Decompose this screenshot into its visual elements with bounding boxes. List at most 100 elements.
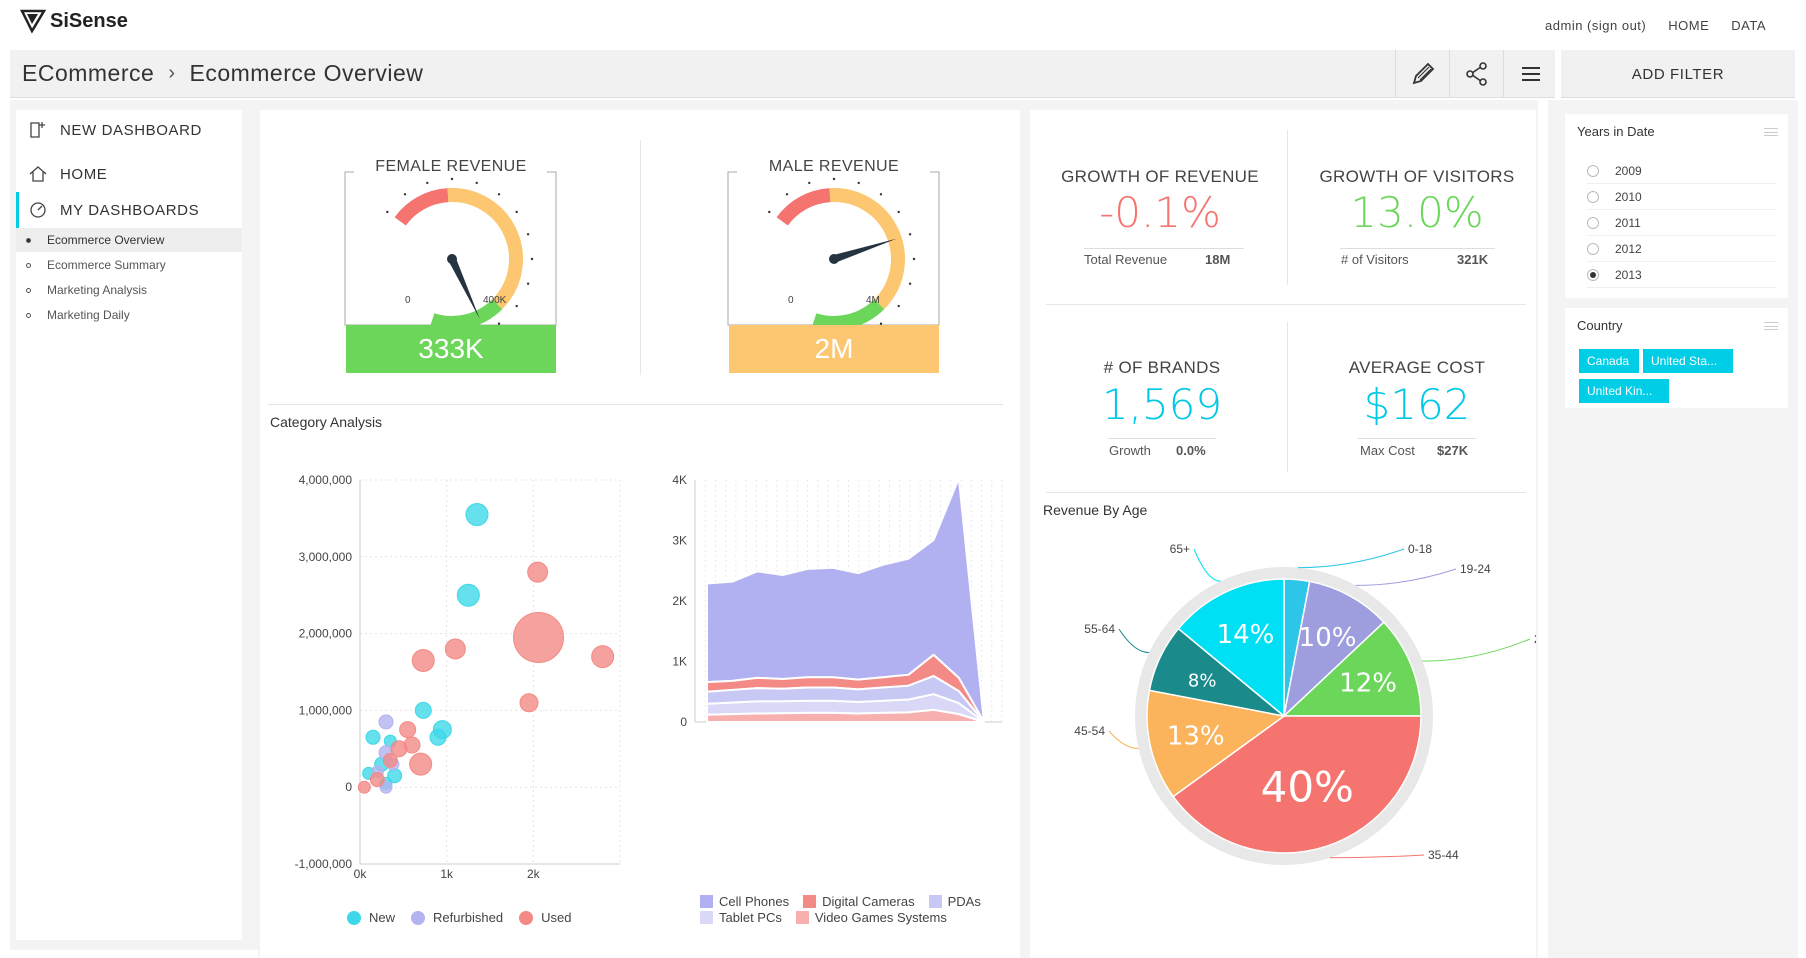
- revenue-by-age-pie-chart[interactable]: 0-18 10% 19-24 12% 25-34 40% 35-44 13% 45-54 8% 55…: [1040, 530, 1536, 940]
- year-option-2011[interactable]: 2011: [1587, 210, 1777, 236]
- pie-slice: [1282, 580, 1385, 719]
- scatter-point: [357, 780, 371, 794]
- home-icon: [29, 166, 47, 182]
- scatter-point: [399, 721, 417, 739]
- country-tag-united-kingdom[interactable]: United Kin...: [1579, 379, 1669, 403]
- y-tick-label: 3,000,000: [299, 550, 353, 564]
- y-tick-label: 0: [345, 780, 352, 794]
- sisense-logo-icon: [20, 9, 46, 34]
- breadcrumb: ECommerce › Ecommerce Overview: [22, 60, 423, 87]
- scatter-point: [513, 611, 565, 663]
- year-option-2010[interactable]: 2010: [1587, 184, 1777, 210]
- sidebar-item-marketing-analysis[interactable]: Marketing Analysis: [16, 278, 242, 302]
- divider: [1287, 130, 1288, 285]
- legend-used-label[interactable]: Used: [541, 910, 572, 925]
- legend-pdas-label[interactable]: PDAs: [947, 894, 981, 909]
- user-signout-link[interactable]: admin (sign out): [1545, 18, 1647, 33]
- scatter-point: [382, 752, 398, 768]
- breadcrumb-root[interactable]: ECommerce: [22, 60, 155, 86]
- home-link[interactable]: HOME: [1668, 18, 1710, 33]
- average-cost-value: $162: [1363, 380, 1471, 429]
- visitors-label: # of Visitors: [1341, 252, 1409, 267]
- growth-visitors-title: GROWTH OF VISITORS: [1319, 167, 1515, 186]
- sidebar-item-ecommerce-overview[interactable]: Ecommerce Overview: [16, 228, 242, 252]
- years-filter-title: Years in Date: [1577, 124, 1655, 139]
- sidebar-home[interactable]: HOME: [16, 156, 242, 192]
- legend-digital-cameras-swatch: [803, 895, 817, 908]
- gauge-tick: [515, 304, 518, 308]
- top-bar: SiSense admin (sign out) HOME DATA: [0, 0, 1806, 50]
- pie-age-label: 45-54: [1074, 724, 1105, 738]
- legend-cell-phones-label[interactable]: Cell Phones: [719, 894, 790, 909]
- data-link[interactable]: DATA: [1731, 18, 1766, 33]
- gauge-tick: [497, 322, 501, 325]
- gauge-tick: [497, 193, 501, 196]
- scatter-point: [465, 503, 489, 527]
- scatter-point: [411, 648, 435, 672]
- brands-growth-label: Growth: [1109, 443, 1151, 458]
- pie-age-label: 25-34: [1534, 632, 1536, 646]
- new-dashboard-label: NEW DASHBOARD: [60, 121, 202, 139]
- year-option-2009[interactable]: 2009: [1587, 158, 1777, 184]
- gauge-tick: [897, 210, 900, 214]
- legend-new-label[interactable]: New: [369, 910, 396, 925]
- pie-percent-label: 12%: [1339, 669, 1397, 699]
- gauge-tick: [908, 282, 912, 285]
- year-option-2013[interactable]: 2013: [1587, 262, 1777, 288]
- divider: [268, 404, 1003, 405]
- pie-percent-label: 8%: [1188, 671, 1217, 692]
- area-legend-row1: Cell Phones Digital Cameras PDAs: [700, 894, 981, 909]
- country-tag-canada[interactable]: Canada: [1579, 349, 1639, 373]
- filter-menu-icon[interactable]: [1764, 128, 1778, 136]
- pie-leader-line: [1193, 548, 1221, 582]
- edit-button[interactable]: [1395, 50, 1449, 98]
- gauge-tick: [897, 304, 900, 308]
- male-revenue-value: 2M: [729, 325, 939, 373]
- category-scatter-chart[interactable]: 4,000,000 3,000,000 2,000,000 1,000,000 0 -1,…: [270, 440, 630, 910]
- male-gauge-dial: [768, 177, 916, 341]
- legend-refurbished-label[interactable]: Refurbished: [433, 910, 504, 925]
- female-gauge-max: 400K: [483, 295, 507, 306]
- legend-digital-cameras-label[interactable]: Digital Cameras: [822, 894, 915, 909]
- brands-value: 1,569: [1101, 380, 1223, 429]
- legend-video-games-label[interactable]: Video Games Systems: [814, 910, 947, 925]
- sidebar-item-marketing-daily[interactable]: Marketing Daily: [16, 303, 242, 327]
- radio-icon: [1587, 216, 1599, 229]
- growth-revenue-value: -0.1%: [1099, 188, 1221, 237]
- year-label: 2013: [1615, 267, 1642, 282]
- sidebar-my-dashboards[interactable]: MY DASHBOARDS: [16, 192, 242, 228]
- pie-age-label: 19-24: [1460, 562, 1491, 576]
- add-filter-button[interactable]: ADD FILTER: [1555, 50, 1795, 98]
- y-tick-label: 4K: [672, 473, 687, 487]
- gauge-band: [829, 188, 905, 310]
- radio-icon: [1587, 164, 1599, 177]
- year-option-2012[interactable]: 2012: [1587, 236, 1777, 262]
- total-revenue-value: 18M: [1205, 252, 1231, 267]
- gauge-band: [430, 299, 503, 330]
- pie-leader-line: [1355, 568, 1457, 586]
- visitors-value: 321K: [1457, 252, 1489, 267]
- gauge-tick: [879, 193, 883, 196]
- y-tick-label: 2,000,000: [299, 627, 353, 641]
- country-tag-united-states[interactable]: United Sta...: [1643, 349, 1733, 373]
- divider: [1358, 438, 1476, 439]
- sidebar-home-label: HOME: [60, 165, 108, 183]
- share-button[interactable]: [1449, 50, 1503, 98]
- sidebar-item-ecommerce-summary[interactable]: Ecommerce Summary: [16, 253, 242, 277]
- male-revenue-title: MALE REVENUE: [768, 158, 900, 175]
- bullet-icon: [26, 312, 31, 318]
- filter-menu-icon[interactable]: [1764, 322, 1778, 330]
- breadcrumb-separator: ›: [168, 62, 176, 84]
- scatter-point: [444, 638, 466, 660]
- category-area-chart[interactable]: 4K 3K 2K 1K 0: [640, 440, 1010, 840]
- pie-age-label: 35-44: [1428, 848, 1459, 862]
- legend-tablet-pcs-label[interactable]: Tablet PCs: [719, 910, 782, 925]
- menu-button[interactable]: [1503, 50, 1557, 98]
- sisense-logo[interactable]: SiSense: [20, 8, 128, 34]
- y-tick-label: 0: [680, 715, 687, 729]
- pie-age-label: 55-64: [1084, 622, 1115, 636]
- gauge-tick: [526, 282, 530, 285]
- new-dashboard-button[interactable]: NEW DASHBOARD: [16, 112, 242, 148]
- pie-leader-line: [1118, 628, 1150, 654]
- sidebar-item-label: Marketing Daily: [47, 308, 130, 322]
